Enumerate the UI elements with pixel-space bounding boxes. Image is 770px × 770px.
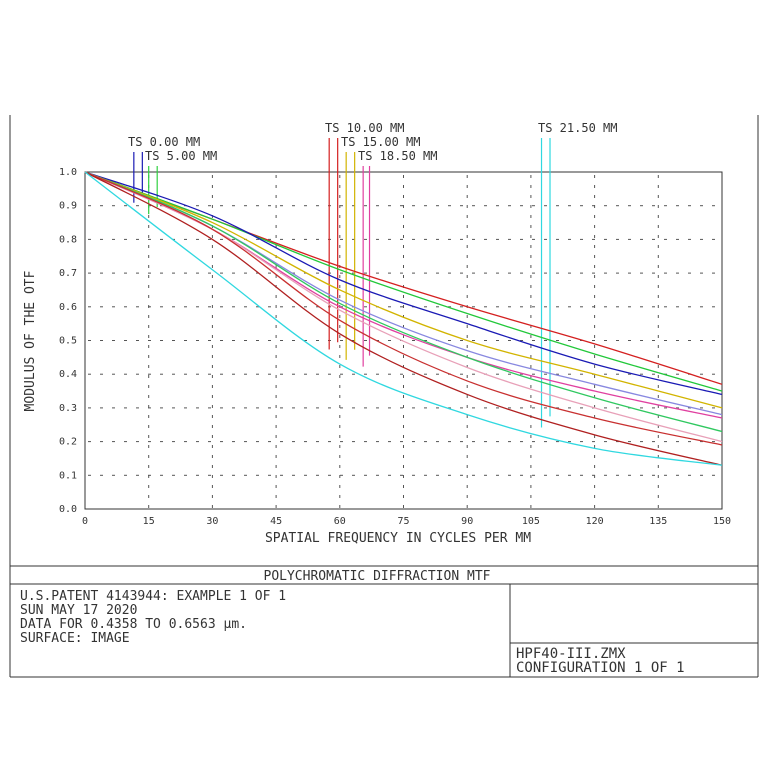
- y-tick-label: 0.3: [59, 403, 77, 414]
- x-tick-label: 75: [397, 516, 409, 527]
- field-markers: [133, 138, 551, 428]
- info-line-surface: SURFACE: IMAGE: [20, 631, 130, 646]
- x-tick-label: 120: [586, 516, 604, 527]
- x-tick-label: 90: [461, 516, 473, 527]
- x-tick-label: 15: [143, 516, 155, 527]
- field-label: TS 10.00 MM: [325, 121, 404, 135]
- field-label: TS 18.50 MM: [358, 149, 437, 163]
- mtf-series: [84, 171, 723, 466]
- x-tick-label: 0: [82, 516, 88, 527]
- field-label: TS 5.00 MM: [145, 149, 217, 163]
- y-tick-label: 0.9: [59, 201, 77, 212]
- grid: [88, 175, 715, 508]
- mtf-curve: [84, 171, 723, 466]
- mtf-curve: [84, 171, 723, 446]
- y-tick-label: 0.0: [59, 504, 77, 515]
- info-line-patent: U.S.PATENT 4143944: EXAMPLE 1 OF 1: [20, 589, 287, 604]
- mtf-curve: [84, 171, 723, 433]
- chart-title: POLYCHROMATIC DIFFRACTION MTF: [264, 569, 491, 584]
- field-label: TS 15.00 MM: [341, 135, 420, 149]
- x-tick-label: 30: [206, 516, 218, 527]
- y-tick-label: 0.5: [59, 336, 77, 347]
- info-line-wavelength: DATA FOR 0.4358 TO 0.6563 µm.: [20, 617, 247, 632]
- y-tick-label: 0.1: [59, 470, 77, 481]
- x-tick-label: 45: [270, 516, 282, 527]
- mtf-curve: [84, 171, 723, 396]
- field-label: TS 0.00 MM: [128, 135, 200, 149]
- mtf-curve: [84, 171, 723, 466]
- y-axis-title: MODULUS OF THE OTF: [23, 270, 38, 411]
- y-tick-label: 1.0: [59, 167, 77, 178]
- mtf-curve: [84, 171, 723, 392]
- mtf-curve: [84, 171, 723, 409]
- y-tick-label: 0.2: [59, 437, 77, 448]
- axis-ticks: 0 15 30 45 60 75 90 105 120 135 150 0.0 0.1 0.2 0.3 0.4…: [59, 167, 731, 527]
- configuration-label: CONFIGURATION 1 OF 1: [516, 660, 685, 676]
- x-tick-label: 60: [334, 516, 346, 527]
- y-tick-label: 0.6: [59, 302, 77, 313]
- file-name: HPF40-III.ZMX: [516, 646, 626, 662]
- x-tick-label: 135: [649, 516, 667, 527]
- x-tick-label: 105: [522, 516, 540, 527]
- x-tick-label: 150: [713, 516, 731, 527]
- x-axis-title: SPATIAL FREQUENCY IN CYCLES PER MM: [265, 531, 531, 546]
- y-tick-label: 0.4: [59, 369, 77, 380]
- field-label: TS 21.50 MM: [538, 121, 617, 135]
- plot-area: [84, 171, 723, 510]
- y-tick-label: 0.8: [59, 234, 77, 245]
- y-tick-label: 0.7: [59, 268, 77, 279]
- info-line-date: SUN MAY 17 2020: [20, 603, 138, 618]
